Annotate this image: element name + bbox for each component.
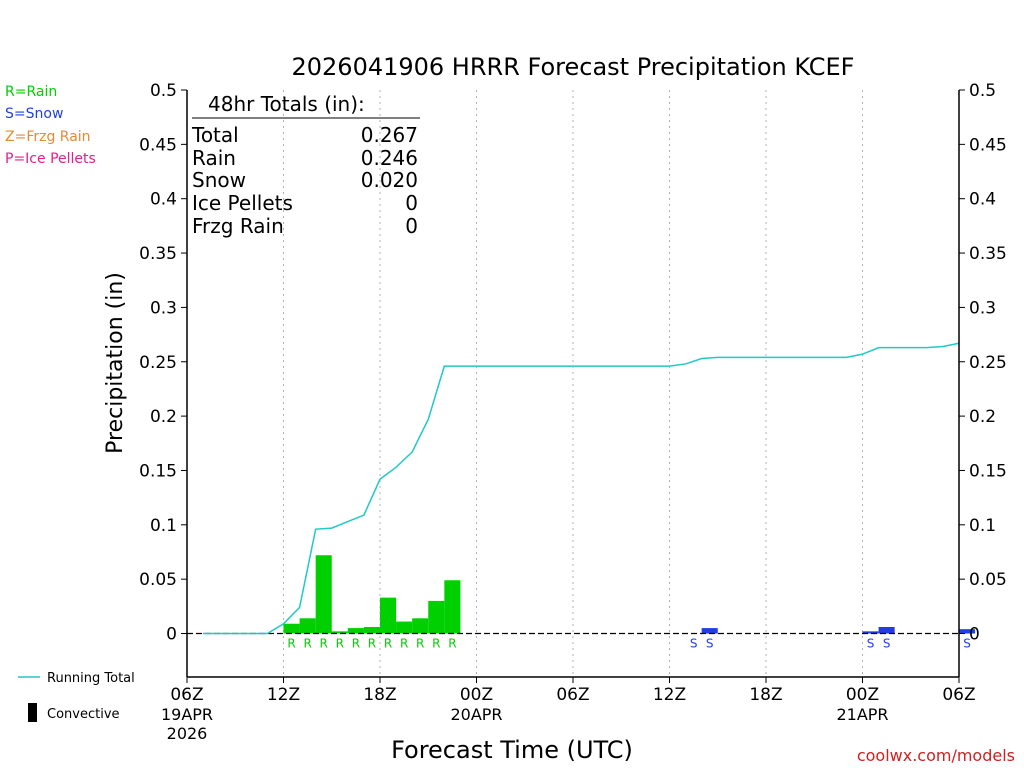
y-tick-label-left-0: 0 xyxy=(166,625,177,645)
totals-label-rain: Rain xyxy=(192,146,236,170)
y-axis-label: Precipitation (in) xyxy=(103,272,128,454)
precip-bar-3 xyxy=(331,631,348,634)
x-tick-label-5: 12Z xyxy=(653,685,686,705)
totals-label-frzg: Frzg Rain xyxy=(192,214,284,238)
y-tick-label-right-3: 0.15 xyxy=(969,461,1007,481)
totals-value-rain: 0.246 xyxy=(361,146,418,170)
y-tick-label-right-0: 0 xyxy=(969,625,980,645)
totals-value-ice: 0 xyxy=(405,191,418,215)
y-tick-label-right-7: 0.35 xyxy=(969,244,1007,264)
x-axis-label: Forecast Time (UTC) xyxy=(391,736,633,764)
x-tick-label-0: 06Z xyxy=(170,685,203,705)
x-tick-label-7: 00Z xyxy=(846,685,879,705)
totals-value-snow: 0.020 xyxy=(361,168,418,192)
convective-legend-swatch xyxy=(28,703,37,722)
x-tick-sublabel-0-0: 19APR xyxy=(161,705,213,724)
precip-bar-7 xyxy=(396,621,413,634)
precip-type-letter-14: S xyxy=(883,637,891,651)
x-tick-sublabel-0-1: 2026 xyxy=(167,724,208,743)
legend-running-total: Running Total xyxy=(47,671,135,686)
precip-bar-6 xyxy=(380,597,397,634)
legend-rain: R=Rain xyxy=(5,84,57,100)
precip-bar-12 xyxy=(701,628,718,634)
y-tick-label-right-2: 0.1 xyxy=(969,516,996,536)
chart-title: 2026041906 HRRR Forecast Precipitation K… xyxy=(291,53,854,81)
y-tick-label-left-9: 0.45 xyxy=(139,135,177,155)
totals-label-snow: Snow xyxy=(192,168,246,192)
totals-value-frzg: 0 xyxy=(405,214,418,238)
precip-bar-10 xyxy=(444,580,461,634)
y-tick-label-right-8: 0.4 xyxy=(969,190,996,210)
precip-bar-15 xyxy=(959,629,976,634)
x-tick-sublabel-7-0: 21APR xyxy=(836,705,888,724)
precip-bar-8 xyxy=(412,618,429,634)
precip-bar-2 xyxy=(315,555,332,634)
y-tick-label-left-1: 0.05 xyxy=(139,570,177,590)
legend-convective: Convective xyxy=(47,707,120,722)
precip-bar-4 xyxy=(347,628,364,634)
y-tick-label-right-4: 0.2 xyxy=(969,407,996,427)
totals-label-ice: Ice Pellets xyxy=(192,191,293,215)
precip-type-letter-1: R xyxy=(303,637,311,651)
precip-type-letter-0: R xyxy=(287,637,295,651)
y-tick-label-right-10: 0.5 xyxy=(969,81,996,101)
totals-label-total: Total xyxy=(191,123,239,147)
precip-type-letter-8: R xyxy=(416,637,424,651)
y-tick-label-left-7: 0.35 xyxy=(139,244,177,264)
legend-frzg-rain: Z=Frzg Rain xyxy=(5,129,91,145)
precip-type-letter-13: S xyxy=(867,637,875,651)
x-tick-label-4: 06Z xyxy=(556,685,589,705)
totals-header: 48hr Totals (in): xyxy=(208,92,365,116)
precip-bar-14 xyxy=(878,626,895,634)
x-tick-label-6: 18Z xyxy=(749,685,782,705)
y-tick-label-left-4: 0.2 xyxy=(150,407,177,427)
running-total-line xyxy=(203,342,960,635)
precip-type-letter-11: S xyxy=(690,637,698,651)
precip-type-letter-15: S xyxy=(963,637,971,651)
grid-lines xyxy=(283,90,863,677)
x-tick-sublabel-3-0: 20APR xyxy=(450,705,502,724)
precip-type-letter-4: R xyxy=(352,637,360,651)
running-total-polyline xyxy=(203,342,960,635)
precip-type-letter-10: R xyxy=(448,637,456,651)
y-tick-label-right-1: 0.05 xyxy=(969,570,1007,590)
y-tick-label-left-8: 0.4 xyxy=(150,190,177,210)
precip-type-letter-7: R xyxy=(400,637,408,651)
precip-type-letter-5: R xyxy=(368,637,376,651)
precip-bar-5 xyxy=(363,626,380,634)
precip-bar-13 xyxy=(862,631,879,634)
y-tick-label-left-5: 0.25 xyxy=(139,353,177,373)
precip-type-letter-3: R xyxy=(336,637,344,651)
credit-text: coolwx.com/models xyxy=(857,746,1015,765)
legend-snow: S=Snow xyxy=(5,106,63,122)
y-tick-label-left-2: 0.1 xyxy=(150,516,177,536)
y-tick-label-left-3: 0.15 xyxy=(139,461,177,481)
legend-ice-pellets: P=Ice Pellets xyxy=(5,151,96,167)
y-tick-label-left-6: 0.3 xyxy=(150,298,177,318)
precip-bar-9 xyxy=(428,600,445,634)
totals-box: 48hr Totals (in): Total 0.267 Rain 0.246… xyxy=(191,92,420,238)
x-tick-label-1: 12Z xyxy=(267,685,300,705)
y-tick-label-right-5: 0.25 xyxy=(969,353,1007,373)
x-tick-label-3: 00Z xyxy=(460,685,493,705)
precip-bar-1 xyxy=(299,618,316,634)
totals-value-total: 0.267 xyxy=(361,123,418,147)
y-tick-label-right-9: 0.45 xyxy=(969,135,1007,155)
y-tick-labels: 0 00.05 0.050.1 0.10.15 0.150.2 0.20.25 0.250.… xyxy=(139,81,1007,645)
precip-type-letter-6: R xyxy=(384,637,392,651)
y-tick-label-right-6: 0.3 xyxy=(969,298,996,318)
precip-bar-0 xyxy=(283,623,300,634)
x-tick-label-8: 06Z xyxy=(942,685,975,705)
precip-type-letter-9: R xyxy=(432,637,440,651)
precip-type-letter-12: S xyxy=(706,637,714,651)
x-tick-label-2: 18Z xyxy=(363,685,396,705)
y-tick-label-left-10: 0.5 xyxy=(150,81,177,101)
precip-type-letter-2: R xyxy=(320,637,328,651)
